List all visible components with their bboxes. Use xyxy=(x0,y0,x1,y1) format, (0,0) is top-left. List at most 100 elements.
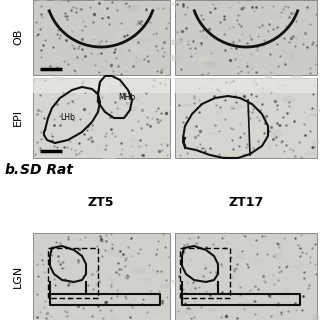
Ellipse shape xyxy=(258,107,266,112)
Ellipse shape xyxy=(193,242,201,248)
Bar xyxy=(33,78,170,158)
Ellipse shape xyxy=(269,130,283,137)
Ellipse shape xyxy=(95,0,104,5)
Ellipse shape xyxy=(130,300,133,308)
Ellipse shape xyxy=(62,290,75,293)
Bar xyxy=(48,248,98,298)
Ellipse shape xyxy=(159,72,166,76)
Ellipse shape xyxy=(51,76,66,83)
Ellipse shape xyxy=(280,49,288,54)
Ellipse shape xyxy=(219,70,233,73)
Bar xyxy=(175,233,317,320)
Ellipse shape xyxy=(159,284,167,288)
Text: b.: b. xyxy=(5,163,20,177)
Text: ZT5: ZT5 xyxy=(88,196,114,209)
Ellipse shape xyxy=(184,309,194,315)
Ellipse shape xyxy=(139,38,153,42)
Ellipse shape xyxy=(308,108,320,114)
Ellipse shape xyxy=(125,238,138,241)
Ellipse shape xyxy=(38,298,42,303)
Ellipse shape xyxy=(204,298,212,301)
Bar xyxy=(175,78,317,93)
Ellipse shape xyxy=(290,52,295,60)
Ellipse shape xyxy=(161,147,169,151)
Ellipse shape xyxy=(248,311,252,315)
Ellipse shape xyxy=(50,56,63,63)
Ellipse shape xyxy=(174,6,186,11)
Ellipse shape xyxy=(41,316,50,319)
Ellipse shape xyxy=(98,67,110,72)
Ellipse shape xyxy=(63,112,71,116)
Ellipse shape xyxy=(106,297,113,305)
Ellipse shape xyxy=(133,88,142,96)
Ellipse shape xyxy=(203,62,212,64)
Ellipse shape xyxy=(163,146,172,151)
Ellipse shape xyxy=(301,5,308,8)
Ellipse shape xyxy=(39,292,46,295)
Ellipse shape xyxy=(239,301,252,307)
Ellipse shape xyxy=(194,86,208,88)
Ellipse shape xyxy=(117,30,127,37)
Ellipse shape xyxy=(72,311,77,315)
Ellipse shape xyxy=(311,314,320,320)
Ellipse shape xyxy=(226,52,237,59)
Ellipse shape xyxy=(89,44,101,49)
Ellipse shape xyxy=(272,253,282,260)
Ellipse shape xyxy=(291,75,303,81)
Ellipse shape xyxy=(84,125,89,130)
Ellipse shape xyxy=(143,278,151,282)
Text: OB: OB xyxy=(13,29,23,45)
Ellipse shape xyxy=(110,68,119,72)
Ellipse shape xyxy=(259,59,262,66)
Ellipse shape xyxy=(140,98,147,101)
Text: LGN: LGN xyxy=(13,264,23,288)
Ellipse shape xyxy=(295,18,307,22)
Ellipse shape xyxy=(269,81,283,87)
Ellipse shape xyxy=(218,19,229,22)
Ellipse shape xyxy=(208,308,218,312)
Ellipse shape xyxy=(72,53,86,57)
Ellipse shape xyxy=(95,146,100,153)
Ellipse shape xyxy=(254,259,264,263)
Ellipse shape xyxy=(126,96,137,99)
Ellipse shape xyxy=(229,103,243,108)
Ellipse shape xyxy=(312,140,319,145)
Ellipse shape xyxy=(229,11,234,18)
Ellipse shape xyxy=(132,267,147,274)
Ellipse shape xyxy=(214,292,226,296)
Ellipse shape xyxy=(223,232,228,239)
Ellipse shape xyxy=(67,108,77,116)
Ellipse shape xyxy=(197,59,210,61)
Ellipse shape xyxy=(53,0,62,4)
Ellipse shape xyxy=(204,262,207,266)
Ellipse shape xyxy=(209,132,217,136)
Ellipse shape xyxy=(152,317,161,320)
Ellipse shape xyxy=(117,0,122,4)
Ellipse shape xyxy=(186,268,200,270)
Ellipse shape xyxy=(160,104,171,111)
Ellipse shape xyxy=(190,236,196,244)
Ellipse shape xyxy=(264,71,273,79)
Ellipse shape xyxy=(250,265,261,270)
Ellipse shape xyxy=(225,242,229,244)
Ellipse shape xyxy=(42,151,46,157)
Ellipse shape xyxy=(132,141,145,148)
Ellipse shape xyxy=(170,280,180,284)
Ellipse shape xyxy=(163,44,170,50)
Ellipse shape xyxy=(249,1,262,4)
Ellipse shape xyxy=(136,96,140,102)
Ellipse shape xyxy=(163,108,167,112)
Ellipse shape xyxy=(108,89,121,93)
Ellipse shape xyxy=(69,283,73,286)
Ellipse shape xyxy=(39,52,50,55)
Ellipse shape xyxy=(215,109,222,115)
Text: SD Rat: SD Rat xyxy=(20,163,73,177)
Ellipse shape xyxy=(176,298,180,302)
Ellipse shape xyxy=(252,33,261,37)
Ellipse shape xyxy=(153,272,166,275)
Text: EPI: EPI xyxy=(13,109,23,126)
Ellipse shape xyxy=(126,4,140,12)
Ellipse shape xyxy=(40,25,44,29)
Ellipse shape xyxy=(70,14,83,18)
Ellipse shape xyxy=(281,96,295,103)
